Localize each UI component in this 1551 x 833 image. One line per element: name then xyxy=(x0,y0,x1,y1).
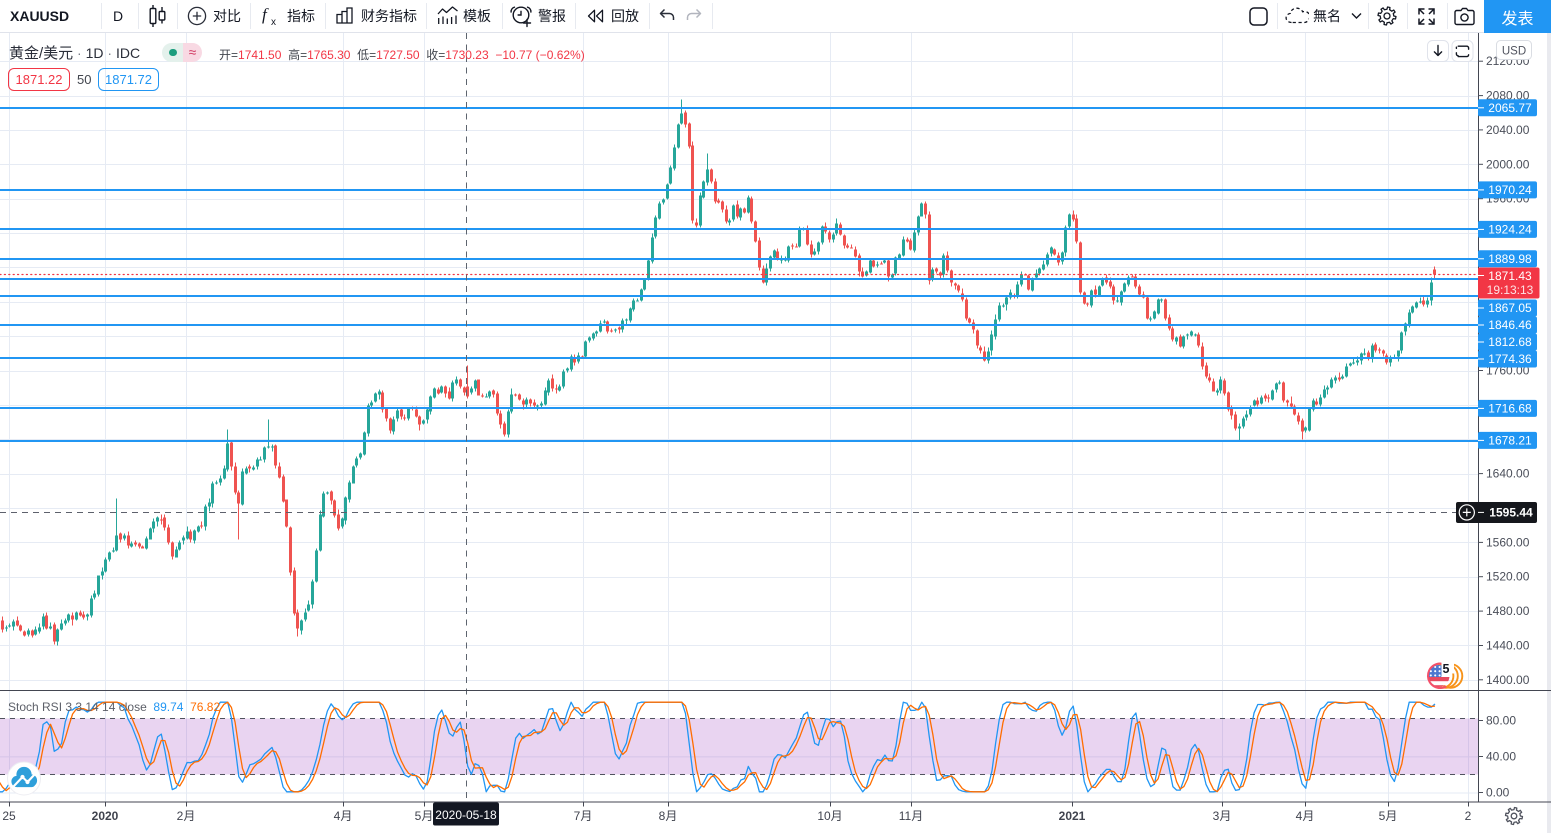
svg-text:11月: 11月 xyxy=(899,809,923,823)
svg-text:2040.00: 2040.00 xyxy=(1486,123,1530,137)
svg-text:1889.98: 1889.98 xyxy=(1488,252,1532,266)
svg-text:1520.00: 1520.00 xyxy=(1486,570,1530,584)
svg-text:2065.77: 2065.77 xyxy=(1488,101,1532,115)
svg-text:0.00: 0.00 xyxy=(1486,786,1510,800)
svg-text:2020: 2020 xyxy=(92,809,119,823)
svg-text:2080.00: 2080.00 xyxy=(1486,89,1530,103)
svg-text:2月: 2月 xyxy=(177,809,196,823)
svg-text:1774.36: 1774.36 xyxy=(1488,352,1532,366)
svg-text:3月: 3月 xyxy=(1213,809,1232,823)
svg-text:1846.46: 1846.46 xyxy=(1488,318,1532,332)
svg-text:1480.00: 1480.00 xyxy=(1486,604,1530,618)
svg-text:80.00: 80.00 xyxy=(1486,714,1516,728)
svg-text:1400.00: 1400.00 xyxy=(1486,673,1530,687)
svg-text:1970.24: 1970.24 xyxy=(1488,183,1532,197)
svg-text:1716.68: 1716.68 xyxy=(1488,402,1532,416)
svg-text:19:13:13: 19:13:13 xyxy=(1487,283,1534,297)
svg-text:40.00: 40.00 xyxy=(1486,750,1516,764)
svg-text:1871.43: 1871.43 xyxy=(1488,269,1532,283)
svg-text:1640.00: 1640.00 xyxy=(1486,467,1530,481)
svg-text:2020-05-18: 2020-05-18 xyxy=(435,808,497,822)
svg-text:2021: 2021 xyxy=(1059,809,1086,823)
svg-text:1812.68: 1812.68 xyxy=(1488,335,1532,349)
svg-text:1924.24: 1924.24 xyxy=(1488,223,1532,237)
svg-text:USD: USD xyxy=(1502,46,1526,58)
svg-text:5月: 5月 xyxy=(415,809,434,823)
svg-text:25: 25 xyxy=(2,809,16,823)
svg-text:4月: 4月 xyxy=(334,809,353,823)
svg-text:1440.00: 1440.00 xyxy=(1486,639,1530,653)
svg-text:1595.44: 1595.44 xyxy=(1489,506,1533,520)
svg-text:10月: 10月 xyxy=(817,809,842,823)
svg-text:f: f xyxy=(262,5,269,24)
svg-text:2000.00: 2000.00 xyxy=(1486,157,1530,171)
svg-text:1560.00: 1560.00 xyxy=(1486,535,1530,549)
svg-text:2: 2 xyxy=(1465,809,1472,823)
svg-text:5: 5 xyxy=(1443,662,1450,676)
svg-text:4月: 4月 xyxy=(1296,809,1315,823)
svg-text:x: x xyxy=(271,17,276,27)
svg-text:7月: 7月 xyxy=(574,809,593,823)
svg-text:8月: 8月 xyxy=(659,809,678,823)
svg-text:1678.21: 1678.21 xyxy=(1488,434,1532,448)
svg-text:1867.05: 1867.05 xyxy=(1488,301,1532,315)
svg-text:5月: 5月 xyxy=(1379,809,1398,823)
